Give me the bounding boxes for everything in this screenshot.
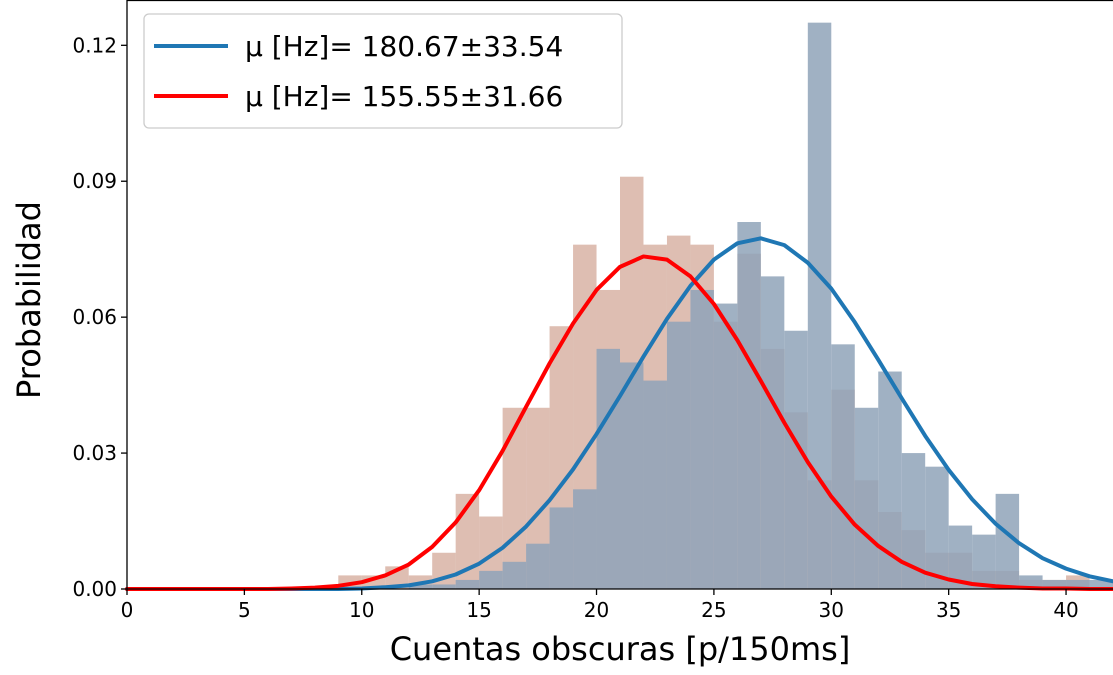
- histogram-bars: [338, 22, 1113, 589]
- hist-bar-1-12: [690, 289, 714, 589]
- hist-bar-1-1: [432, 584, 456, 589]
- hist-bar-1-24: [972, 534, 996, 589]
- x-tick-label-1: 5: [238, 598, 251, 622]
- hist-bar-1-9: [620, 362, 644, 589]
- hist-bar-1-4: [502, 561, 527, 589]
- hist-bar-1-15: [760, 276, 785, 589]
- hist-bar-0-4: [432, 552, 456, 589]
- x-tick-label-2: 10: [349, 598, 374, 622]
- hist-bar-1-22: [925, 466, 949, 589]
- x-tick-label-8: 40: [1053, 598, 1078, 622]
- x-tick-label-3: 15: [466, 598, 491, 622]
- y-axis-title: Probabilidad: [10, 201, 48, 399]
- hist-bar-1-14: [737, 222, 761, 589]
- x-ticks: 0 5 10 15 20 25 30 35 40: [121, 589, 1079, 622]
- x-tick-label-5: 25: [701, 598, 726, 622]
- y-ticks: 0.00 0.03 0.06 0.09 0.12: [72, 33, 127, 601]
- legend-label-blue: μ [Hz]= 180.67±33.54: [245, 30, 563, 63]
- hist-bar-1-2: [455, 579, 480, 589]
- y-tick-label-4: 0.12: [72, 33, 117, 57]
- hist-bar-1-23: [948, 525, 973, 589]
- hist-bar-1-29: [1089, 579, 1113, 589]
- hist-bar-1-5: [526, 543, 550, 589]
- hist-bar-1-18: [831, 344, 855, 589]
- hist-bar-1-11: [666, 321, 691, 589]
- y-tick-label-3: 0.09: [72, 169, 117, 193]
- hist-bar-1-19: [854, 407, 879, 589]
- hist-bar-1-17: [807, 22, 832, 589]
- x-axis-title: Cuentas obscuras [p/150ms]: [390, 630, 851, 668]
- hist-bar-1-0: [408, 584, 433, 589]
- hist-bar-1-16: [784, 330, 808, 589]
- hist-bar-1-25: [995, 493, 1020, 589]
- y-tick-label-1: 0.03: [72, 441, 117, 465]
- x-tick-label-0: 0: [121, 598, 134, 622]
- legend: μ [Hz]= 180.67±33.54 μ [Hz]= 155.55±31.6…: [143, 13, 623, 129]
- hist-bar-1-13: [713, 303, 738, 589]
- x-tick-label-6: 30: [819, 598, 844, 622]
- hist-bar-1-21: [901, 453, 926, 589]
- hist-bar-1-28: [1066, 579, 1090, 589]
- hist-bar-1-20: [878, 371, 902, 589]
- hist-bar-1-6: [549, 507, 574, 589]
- hist-bar-1-3: [479, 570, 503, 589]
- legend-label-red: μ [Hz]= 155.55±31.66: [245, 80, 563, 113]
- hist-bar-1-10: [643, 380, 667, 589]
- y-tick-label-0: 0.00: [72, 577, 117, 601]
- x-tick-label-7: 35: [936, 598, 961, 622]
- hist-bar-1-26: [1019, 575, 1043, 589]
- hist-bar-1-8: [596, 348, 620, 589]
- hist-bar-1-7: [573, 489, 597, 589]
- x-tick-label-4: 20: [584, 598, 609, 622]
- legend-box: [143, 13, 623, 129]
- y-tick-label-2: 0.06: [72, 305, 117, 329]
- hist-bar-1-27: [1042, 579, 1067, 589]
